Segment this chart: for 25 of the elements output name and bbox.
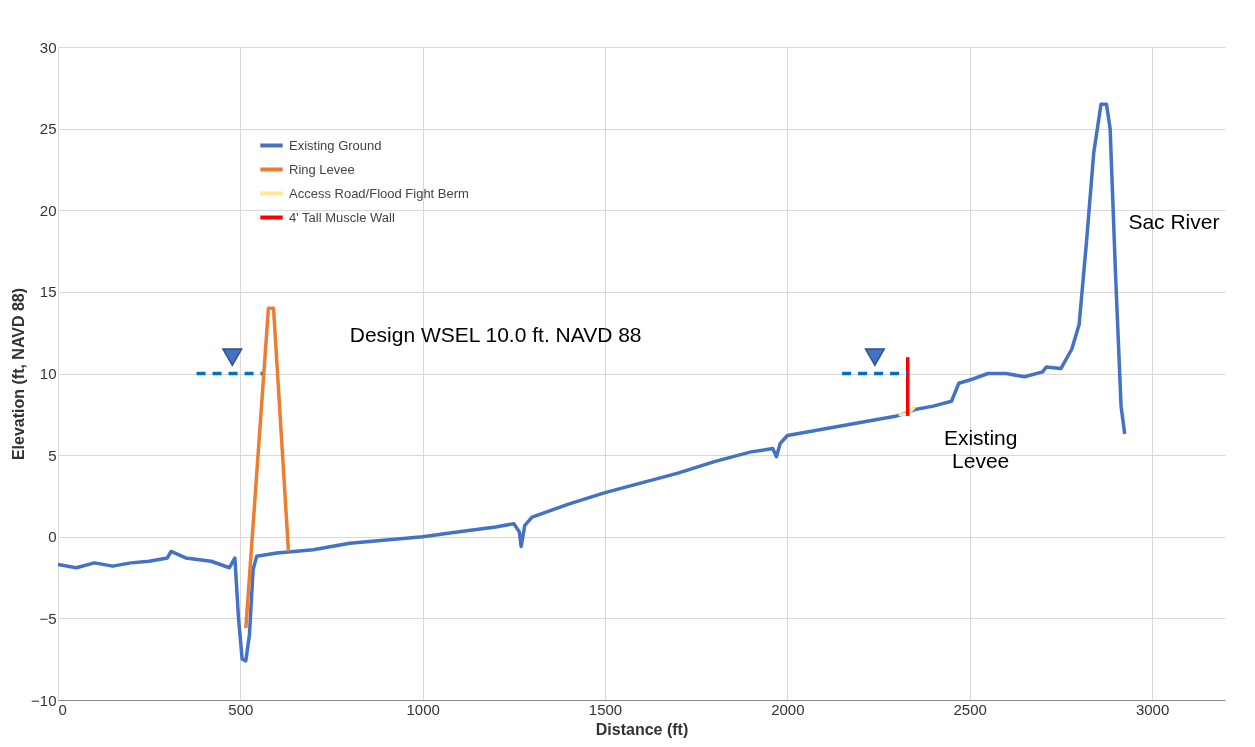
annotation: Existing Levee [943,425,1018,472]
annotation: Design WSEL 10.0 ft. NAVD 88 [349,322,642,346]
x-tick-label: 2000 [771,700,805,718]
legend-label: Ring Levee [289,161,355,177]
x-tick-label: 1000 [406,700,440,718]
line-series [58,102,1127,663]
y-tick-label: −5 [39,609,57,627]
y-tick-label: 30 [39,38,57,56]
y-tick-label: 10 [39,365,57,382]
x-tick-label: 1500 [588,700,623,718]
x-axis-title: Distance (ft) [595,720,689,738]
y-tick-label: 15 [39,283,57,301]
legend-label: Existing Ground [289,137,382,153]
y-axis-title: Elevation (ft, NAVD 88) [10,287,28,461]
x-tick-label: 2500 [953,700,987,718]
y-tick-label: 0 [48,528,57,546]
annotation: Sac River [1128,210,1220,234]
x-tick-label: 3000 [1135,700,1170,718]
y-tick-label: 5 [48,446,57,464]
y-tick-label: 20 [39,201,57,219]
legend-label: Access Road/Flood Fight Berm [289,185,469,201]
y-tick-label: 25 [39,120,57,138]
y-tick-label: −10 [31,691,57,709]
x-tick-label: 500 [228,700,254,718]
legend-label: 4' Tall Muscle Wall [289,209,395,225]
